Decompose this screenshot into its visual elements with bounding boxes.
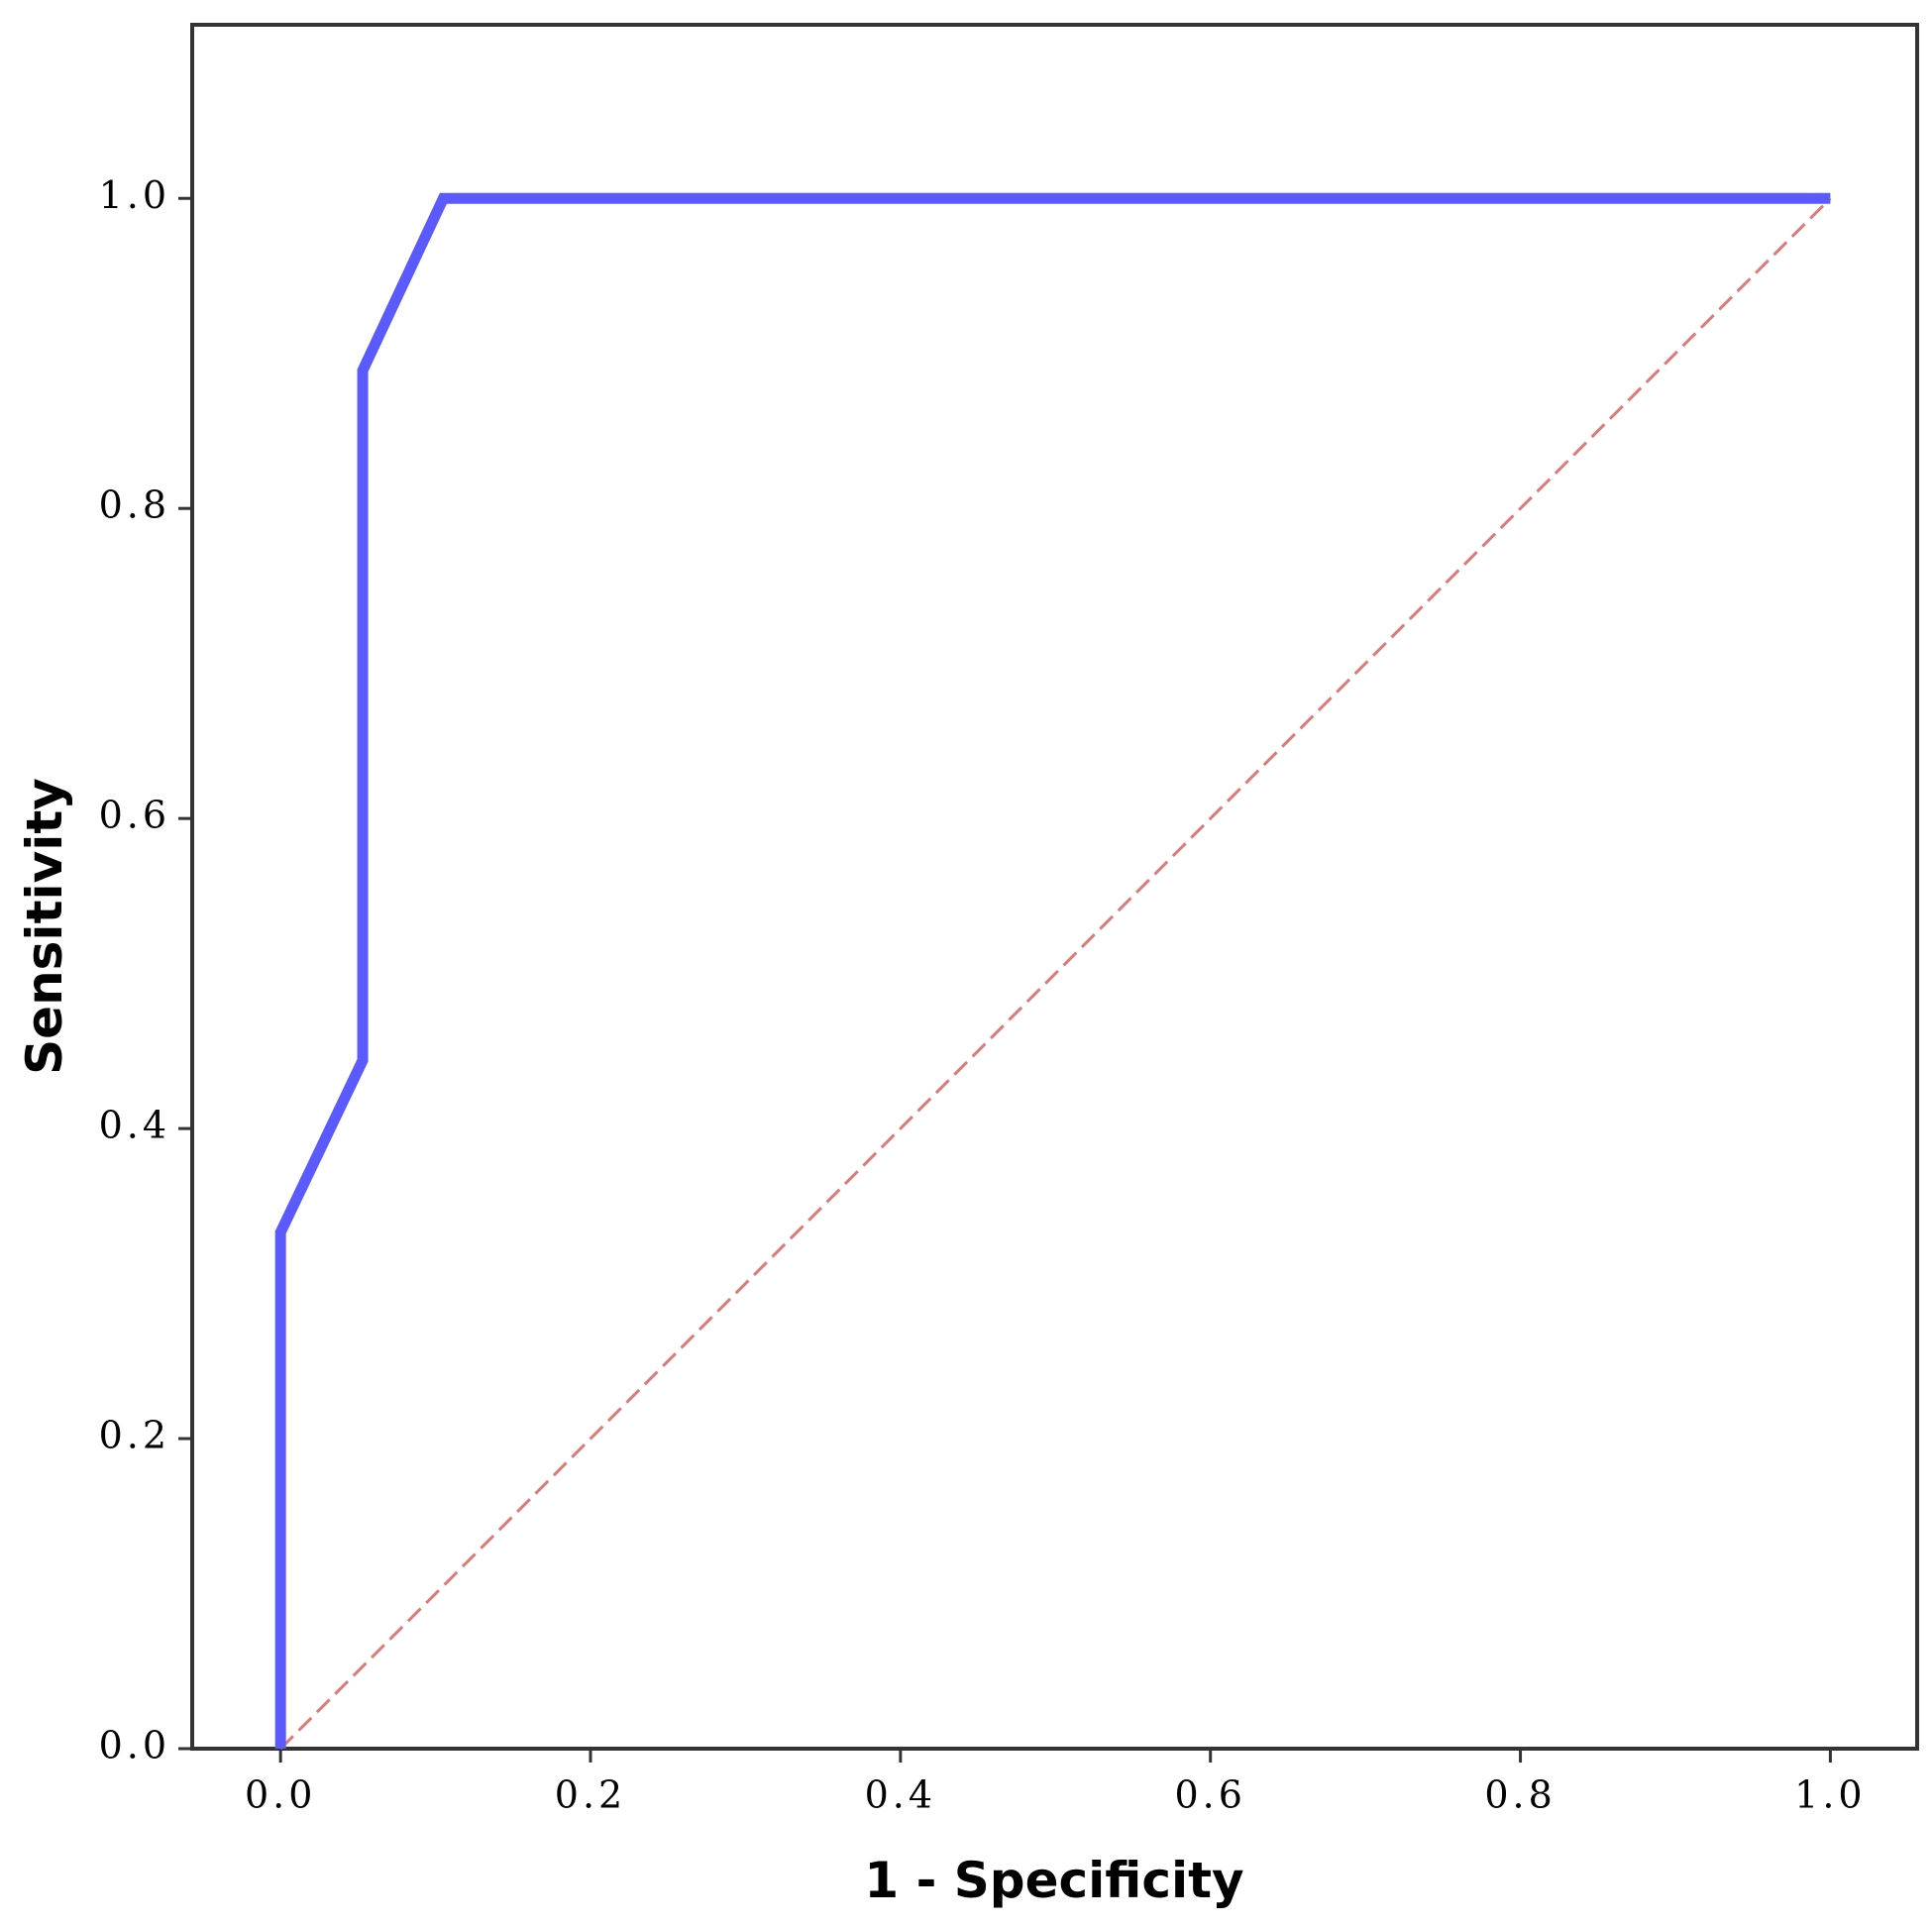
x-tick-label: 0.8 [1484,1773,1556,1817]
x-tick-label: 0.6 [1174,1773,1245,1817]
roc-curve [274,192,1831,1749]
y-tick-label: 0.4 [99,1104,170,1147]
y-tick-label: 0.0 [99,1724,170,1767]
y-tick-label: 0.6 [99,794,170,837]
y-tick-label: 0.2 [99,1414,170,1457]
y-tick-label: 1.0 [99,173,170,217]
y-tick-label: 0.8 [99,483,170,527]
x-tick-label: 0.0 [245,1773,316,1817]
x-tick-label: 0.4 [865,1773,936,1817]
plot-frame [190,23,1919,1751]
x-tick-label: 1.0 [1794,1773,1866,1817]
x-axis-title: 1 - Specificity [864,1852,1243,1909]
reference-line [279,197,1832,1751]
y-axis-title: Sensitivity [16,778,73,1075]
x-tick-label: 0.2 [555,1773,626,1817]
